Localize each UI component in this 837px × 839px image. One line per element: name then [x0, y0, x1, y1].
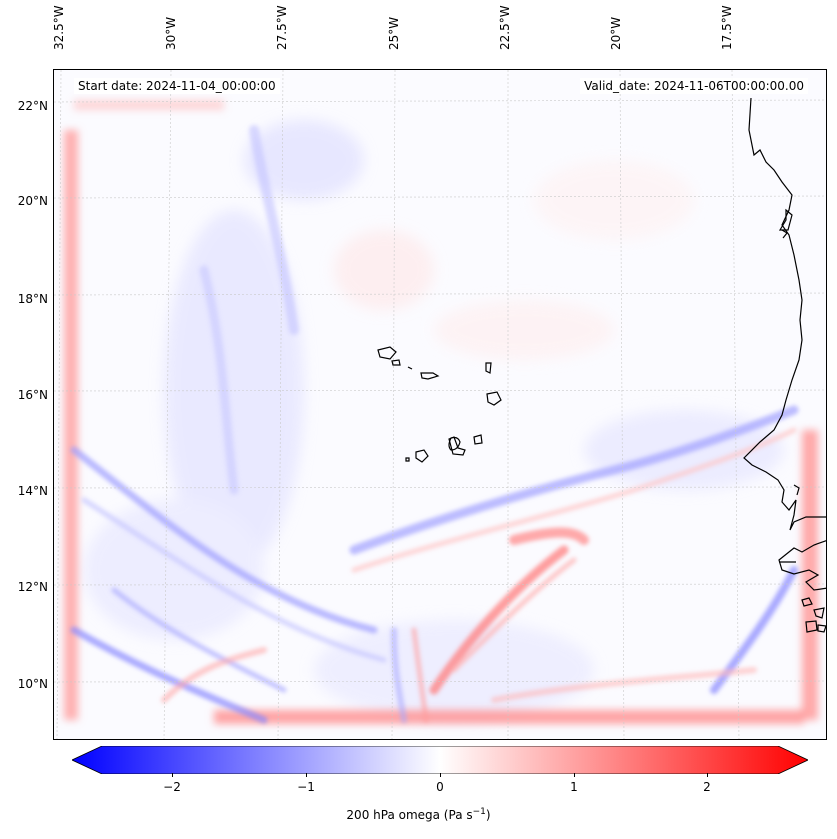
colorbar-tickmark-neg1 [306, 773, 307, 777]
omega-bands [70, 125, 799, 724]
colorbar-tick-2: 2 [703, 780, 711, 794]
lon-label-17-5w: 17.5°W [720, 5, 734, 50]
graticule [54, 70, 826, 739]
omega-boundary-bands [64, 100, 818, 724]
colorbar-tick-0: 0 [436, 780, 444, 794]
colorbar-tick-1: 1 [570, 780, 578, 794]
start-date-annotation: Start date: 2024-11-04_00:00:00 [74, 78, 280, 94]
map-canvas [54, 70, 826, 739]
lon-label-22-5w: 22.5°W [498, 5, 512, 50]
lon-label-32-5w: 32.5°W [52, 5, 66, 50]
lat-label-22n: 22°N [17, 99, 48, 113]
colorbar [72, 746, 808, 774]
colorbar-tickmark-2 [707, 773, 708, 777]
lon-label-27-5w: 27.5°W [275, 5, 289, 50]
lat-label-14n: 14°N [17, 484, 48, 498]
lon-label-20w: 20°W [609, 16, 623, 50]
lat-label-12n: 12°N [17, 580, 48, 594]
colorbar-tick-neg1: −1 [297, 780, 315, 794]
lon-label-30w: 30°W [164, 16, 178, 50]
colorbar-tick-neg2: −2 [163, 780, 181, 794]
lon-label-25w: 25°W [387, 16, 401, 50]
cape-verde-islands [377, 346, 502, 463]
lat-label-20n: 20°N [17, 194, 48, 208]
lat-label-18n: 18°N [17, 292, 48, 306]
west-africa-coastline [743, 97, 826, 633]
omega-map: Start date: 2024-11-04_00:00:00 Valid_da… [53, 69, 827, 740]
lat-label-16n: 16°N [17, 388, 48, 402]
lat-label-10n: 10°N [17, 677, 48, 691]
colorbar-tickmark-0 [440, 773, 441, 777]
colorbar-tickmark-1 [574, 773, 575, 777]
valid-date-annotation: Valid_date: 2024-11-06T00:00:00.00 [580, 78, 808, 94]
colorbar-label: 200 hPa omega (Pa s−1) [346, 807, 491, 822]
colorbar-tickmark-neg2 [172, 773, 173, 777]
